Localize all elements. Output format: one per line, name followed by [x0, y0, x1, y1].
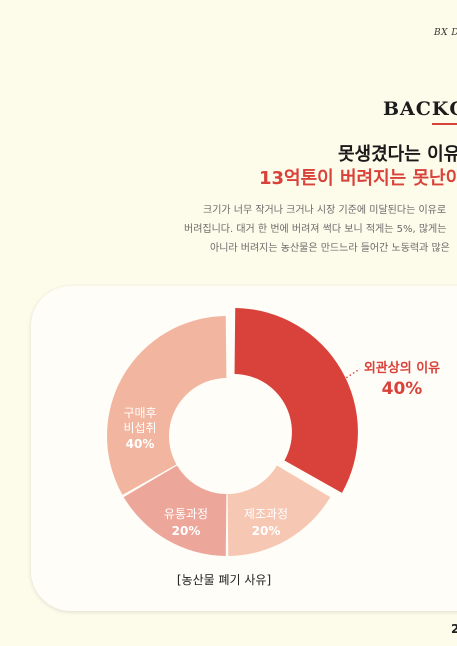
pie-slice-post-purchase: [107, 316, 227, 495]
body-text-line-1: 크기가 너무 작거나 크거나 시장 기준에 미달된다는 이유로: [203, 205, 447, 216]
title-underline: [432, 123, 457, 125]
page-number: 2: [451, 622, 457, 636]
slice-label-distribution: 유통과정: [164, 507, 208, 521]
pie-slice-distribution: [123, 465, 227, 556]
slice-label-manufacturing: 제조과정: [244, 507, 288, 521]
slice-value-appearance: 40%: [382, 379, 423, 399]
slice-value-manufacturing: 20%: [252, 524, 281, 538]
pie-slice-manufacturing: [227, 465, 331, 556]
slice-value-post-purchase: 40%: [126, 437, 155, 451]
slice-value-distribution: 20%: [172, 524, 201, 538]
body-text-line-3: 아니라 버려지는 농산물은 만드느라 들어간 노동력과 많은: [210, 243, 450, 254]
section-title: BACKGI: [383, 98, 457, 120]
slice-label-post-purchase-line1: 구매후: [123, 406, 156, 420]
chart-title: [농산물 폐기 사유]: [177, 573, 271, 587]
callout-leader-line: [342, 368, 361, 381]
body-text-line-2: 버려집니다. 대거 한 번에 버려져 썩다 보니 적게는 5%, 많게는: [184, 224, 447, 235]
heading-line-1: 못생겼다는 이유: [338, 144, 457, 165]
document-header-label: BX DE: [434, 28, 457, 38]
slice-label-post-purchase-line2: 비섭취: [123, 421, 156, 435]
heading-line-2: 13억톤이 버려지는 못난이: [259, 168, 457, 189]
pie-slice-appearance: [234, 308, 358, 493]
slice-label-appearance: 외관상의 이유: [364, 360, 440, 376]
